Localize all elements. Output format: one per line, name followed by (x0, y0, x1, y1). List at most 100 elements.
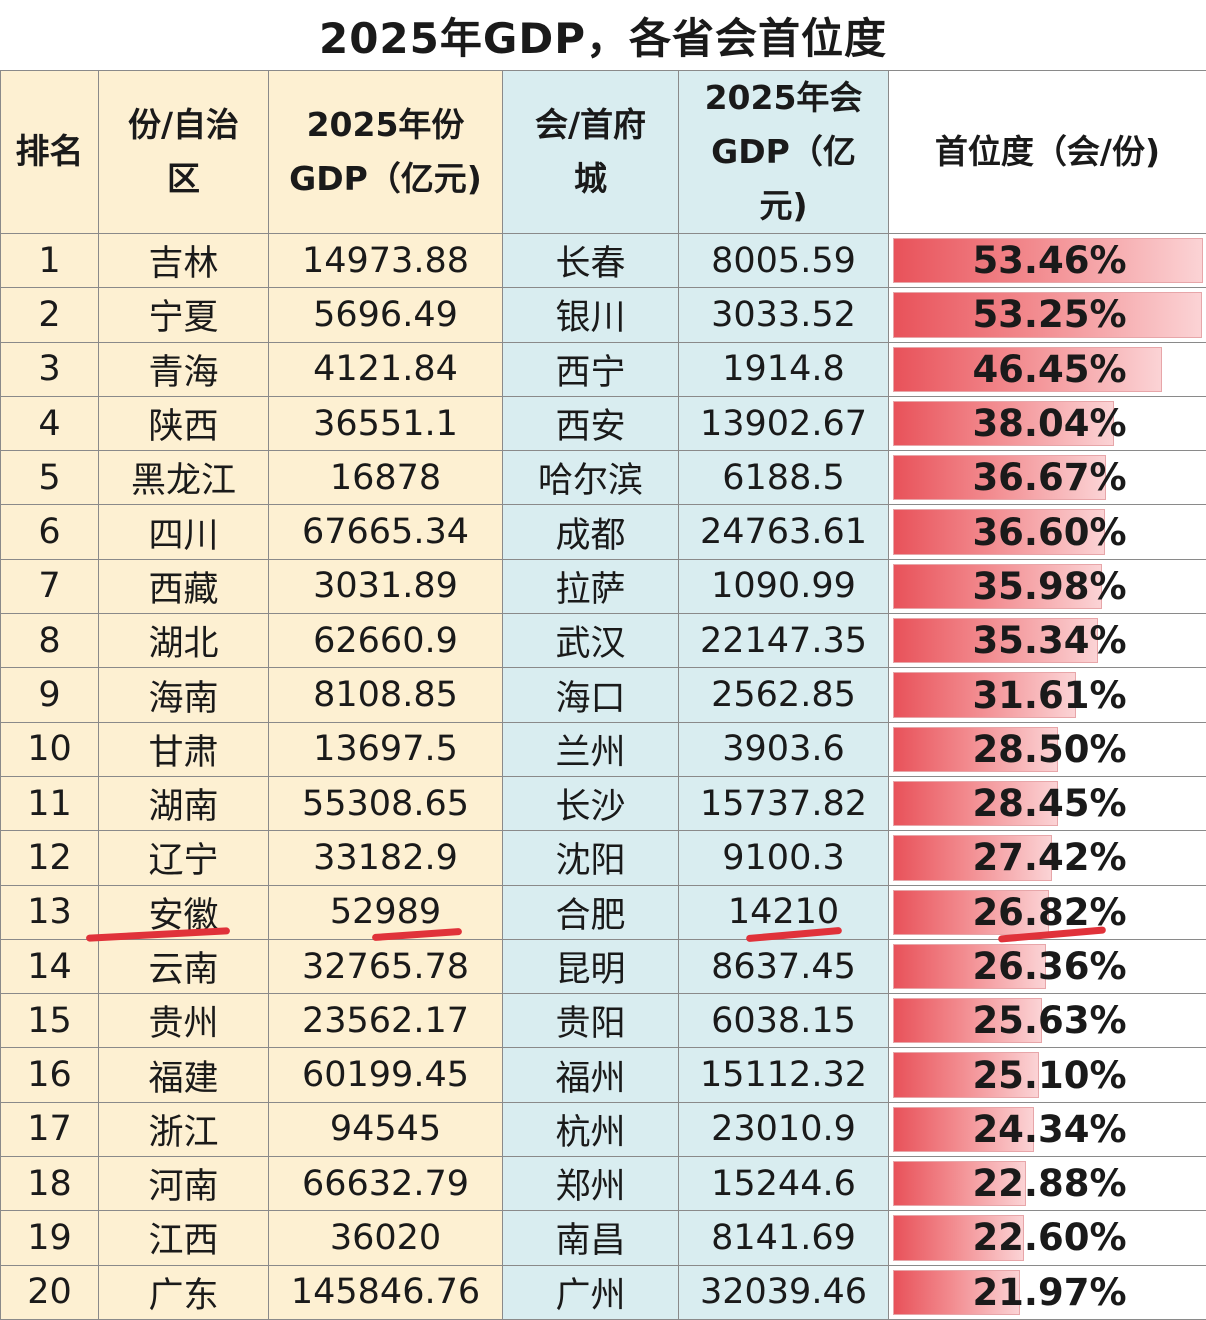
header-province: 份/自治 区 (98, 70, 269, 234)
province-cell: 宁夏 (98, 287, 269, 343)
capital-cell: 兰州 (502, 721, 679, 777)
primacy-value: 35.34% (972, 619, 1127, 663)
primacy-bar (893, 346, 1162, 392)
province-cell: 海南 (98, 667, 269, 723)
province-gdp-cell: 3031.89 (268, 558, 503, 615)
primacy-bar (893, 292, 1202, 338)
rank-cell: 17 (0, 1101, 99, 1158)
primacy-bar (893, 509, 1105, 555)
primacy-cell: 36.67% (888, 450, 1206, 506)
province-gdp-cell: 62660.9 (268, 613, 503, 669)
province-gdp-cell: 14973.88 (268, 232, 503, 289)
rank-cell: 7 (0, 558, 99, 615)
capital-cell: 哈尔滨 (502, 450, 679, 506)
capital-gdp-cell: 6188.5 (678, 450, 889, 506)
primacy-bar (893, 1052, 1039, 1098)
rank-cell: 9 (0, 667, 99, 723)
primacy-cell: 28.50% (888, 721, 1206, 777)
table-row: 15 贵州 23562.17 贵阳 6038.15 25.63% (0, 993, 1206, 1049)
province-gdp-cell: 4121.84 (268, 341, 503, 397)
primacy-value: 53.25% (972, 293, 1127, 337)
primacy-value: 36.60% (972, 510, 1127, 554)
table-row: 19 江西 36020 南昌 8141.69 22.60% (0, 1210, 1206, 1266)
table-row: 12 辽宁 33182.9 沈阳 9100.3 27.42% (0, 830, 1206, 886)
province-cell: 湖南 (98, 775, 269, 832)
primacy-cell: 25.63% (888, 993, 1206, 1049)
primacy-table: 排名 份/自治 区 2025年份 GDP（亿元) 会/首府 城 2025年会 G… (0, 70, 1206, 1320)
table-row: 18 河南 66632.79 郑州 15244.6 22.88% (0, 1156, 1206, 1212)
capital-gdp-cell: 15244.6 (678, 1156, 889, 1212)
capital-gdp-cell: 2562.85 (678, 667, 889, 723)
province-gdp-cell: 36551.1 (268, 395, 503, 452)
primacy-bar (893, 672, 1076, 718)
table-row: 14 云南 32765.78 昆明 8637.45 26.36% (0, 938, 1206, 995)
province-cell: 贵州 (98, 993, 269, 1049)
primacy-bar (893, 400, 1114, 447)
capital-gdp-cell: 13902.67 (678, 395, 889, 452)
capital-gdp-cell: 14210 (678, 884, 889, 940)
primacy-value: 28.50% (972, 727, 1127, 771)
rank-cell: 16 (0, 1047, 99, 1103)
province-gdp-cell: 5696.49 (268, 287, 503, 343)
primacy-cell: 31.61% (888, 667, 1206, 723)
rank-cell: 4 (0, 395, 99, 452)
capital-cell: 广州 (502, 1264, 679, 1320)
primacy-value: 35.98% (972, 564, 1127, 608)
province-cell: 西藏 (98, 558, 269, 615)
capital-cell: 西宁 (502, 341, 679, 397)
capital-gdp-cell: 15737.82 (678, 775, 889, 832)
primacy-value: 26.36% (972, 945, 1127, 988)
primacy-cell: 24.34% (888, 1101, 1206, 1158)
table-row: 9 海南 8108.85 海口 2562.85 31.61% (0, 667, 1206, 723)
primacy-bar (893, 726, 1058, 772)
province-gdp-cell: 33182.9 (268, 830, 503, 886)
capital-gdp-cell: 9100.3 (678, 830, 889, 886)
rank-cell: 11 (0, 775, 99, 832)
province-gdp-cell: 145846.76 (268, 1264, 503, 1320)
capital-gdp-cell: 3903.6 (678, 721, 889, 777)
capital-gdp-cell: 23010.9 (678, 1101, 889, 1158)
province-cell: 云南 (98, 938, 269, 995)
primacy-bar (893, 455, 1106, 501)
capital-cell: 昆明 (502, 938, 679, 995)
province-cell: 甘肃 (98, 721, 269, 777)
primacy-value: 46.45% (972, 347, 1127, 391)
primacy-bar (893, 238, 1203, 284)
capital-cell: 西安 (502, 395, 679, 452)
page-title: 2025年GDP，各省会首位度 (318, 13, 887, 63)
primacy-cell: 21.97% (888, 1264, 1206, 1320)
province-cell: 四川 (98, 504, 269, 560)
primacy-bar (893, 618, 1098, 664)
primacy-value: 25.10% (972, 1053, 1127, 1097)
province-cell: 江西 (98, 1210, 269, 1266)
capital-cell: 沈阳 (502, 830, 679, 886)
province-cell: 河南 (98, 1156, 269, 1212)
table-row: 13 安徽 52989 合肥 14210 26.82% (0, 884, 1206, 940)
capital-cell: 海口 (502, 667, 679, 723)
table-row: 3 青海 4121.84 西宁 1914.8 46.45% (0, 341, 1206, 397)
capital-cell: 银川 (502, 287, 679, 343)
primacy-cell: 35.98% (888, 558, 1206, 615)
province-cell: 陕西 (98, 395, 269, 452)
capital-gdp-cell: 15112.32 (678, 1047, 889, 1103)
rank-cell: 20 (0, 1264, 99, 1320)
rank-cell: 12 (0, 830, 99, 886)
table-row: 11 湖南 55308.65 长沙 15737.82 28.45% (0, 775, 1206, 832)
province-gdp-cell: 13697.5 (268, 721, 503, 777)
header-province-label: 份/自治 区 (127, 105, 240, 198)
province-cell: 辽宁 (98, 830, 269, 886)
primacy-value: 22.60% (972, 1216, 1127, 1260)
rank-cell: 6 (0, 504, 99, 560)
capital-gdp-cell: 1090.99 (678, 558, 889, 615)
primacy-value: 25.63% (972, 999, 1127, 1043)
header-rank: 排名 (0, 70, 99, 234)
primacy-value: 28.45% (972, 782, 1127, 826)
table-row: 16 福建 60199.45 福州 15112.32 25.10% (0, 1047, 1206, 1103)
rank-cell: 15 (0, 993, 99, 1049)
primacy-cell: 22.60% (888, 1210, 1206, 1266)
primacy-value: 31.61% (972, 673, 1127, 717)
province-gdp-cell: 8108.85 (268, 667, 503, 723)
capital-cell: 武汉 (502, 613, 679, 669)
primacy-value: 36.67% (972, 456, 1127, 500)
primacy-cell: 26.82% (888, 884, 1206, 940)
